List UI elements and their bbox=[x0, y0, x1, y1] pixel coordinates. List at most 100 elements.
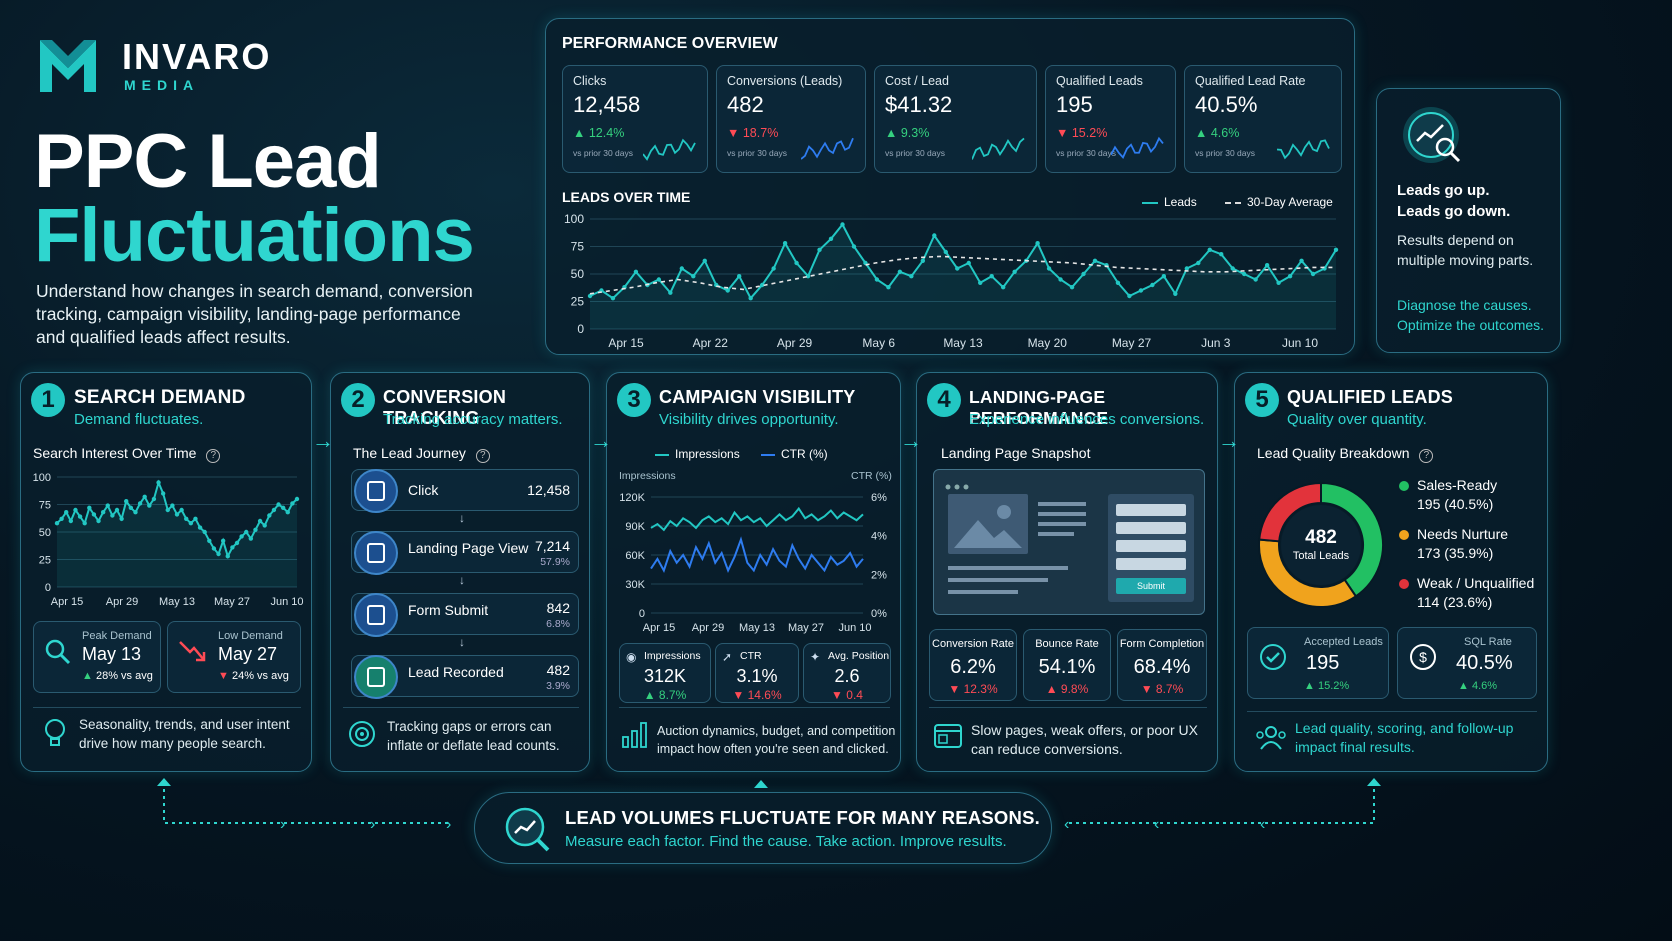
form-mockup: Submit bbox=[1108, 494, 1194, 602]
metric-card: Conversion Rate 6.2% ▼ 12.3% bbox=[929, 629, 1017, 701]
metric-card: ◉ Impressions 312K ▲ 8.7% bbox=[619, 643, 711, 703]
bar-chart-icon bbox=[621, 719, 651, 754]
kpi-label: Qualified Leads bbox=[1056, 74, 1143, 88]
data-point bbox=[156, 480, 161, 485]
help-icon[interactable]: ? bbox=[475, 449, 490, 463]
kpi-value: 195 bbox=[1056, 92, 1093, 117]
data-point bbox=[234, 540, 240, 546]
data-point bbox=[702, 258, 707, 263]
y-tick-label: 120K bbox=[619, 492, 645, 504]
data-point bbox=[691, 274, 696, 279]
metric-label: SQL Rate bbox=[1464, 636, 1512, 648]
section-number: 3 bbox=[617, 383, 651, 417]
metric-card: Bounce Rate 54.1% ▲ 9.8% bbox=[1023, 629, 1111, 701]
kpi-value: 482 bbox=[727, 92, 764, 117]
data-point bbox=[656, 277, 662, 282]
invaro-logo-icon bbox=[40, 40, 96, 92]
metric-label: Conversion Rate bbox=[932, 638, 1014, 650]
kpi-label: Cost / Lead bbox=[885, 74, 949, 88]
section-note: Slow pages, weak offers, or poor UX can … bbox=[971, 722, 1198, 757]
section-title: SEARCH DEMAND bbox=[74, 387, 246, 408]
section-note: Seasonality, trends, and user intent dri… bbox=[79, 717, 290, 751]
legend-dot bbox=[1399, 530, 1409, 540]
journey-step-value: 482 bbox=[546, 662, 570, 678]
leads-over-time-chart: 0 25 50 75 100 Apr 15 Apr 22 Apr 29 May 6 May 13 M… bbox=[564, 212, 1339, 350]
footer-connectors: › › › ‹ ‹ ‹ bbox=[157, 778, 1381, 833]
kpi-sparkline bbox=[1277, 139, 1330, 160]
donut-total-label: Total Leads bbox=[1292, 550, 1350, 562]
x-tick-label: Jun 3 bbox=[1201, 336, 1231, 350]
help-icon[interactable]: ? bbox=[206, 449, 221, 463]
data-point bbox=[230, 545, 235, 550]
data-point bbox=[207, 538, 212, 543]
data-point bbox=[87, 505, 92, 510]
data-point bbox=[220, 538, 226, 543]
accepted-leads-card: Accepted Leads 195 ▲ 15.2% bbox=[1247, 627, 1389, 699]
kpi-vs-label: vs prior 30 days bbox=[1056, 148, 1116, 158]
axis-left-label: Impressions bbox=[619, 470, 676, 482]
axis-right-label: CTR (%) bbox=[851, 470, 892, 482]
kpi-delta-value: 9.3% bbox=[900, 126, 930, 140]
metric-delta: ▼ 12.3% bbox=[948, 682, 998, 696]
arrow-up-icon: ▲ bbox=[885, 126, 901, 140]
kpi-delta: ▼ 18.7% bbox=[727, 126, 778, 140]
arrow-down-icon: ▼ bbox=[1056, 126, 1072, 140]
metric-delta-value: 14.6% bbox=[747, 688, 782, 702]
section-number: 2 bbox=[341, 383, 375, 417]
data-point bbox=[54, 521, 60, 526]
kpi-delta-value: 15.2% bbox=[1071, 126, 1108, 140]
metric-delta-value: 8.7% bbox=[658, 688, 687, 702]
legend-average: 30-Day Average bbox=[1225, 195, 1333, 209]
data-point bbox=[966, 260, 971, 266]
arrow-up-icon: ▲ bbox=[573, 126, 589, 140]
metric-value: 68.4% bbox=[1133, 656, 1191, 678]
data-point bbox=[188, 521, 194, 526]
kpi-value: 40.5% bbox=[1195, 92, 1258, 117]
y-tick-label: 50 bbox=[39, 527, 51, 539]
data-point bbox=[932, 233, 937, 238]
section-subtitle: Quality over quantity. bbox=[1287, 411, 1427, 428]
svg-text:$: $ bbox=[1419, 649, 1427, 665]
data-point bbox=[147, 503, 152, 508]
data-point bbox=[1207, 247, 1212, 252]
kpi-label: Qualified Lead Rate bbox=[1195, 74, 1306, 88]
side-line-6: Optimize the outcomes. bbox=[1397, 317, 1545, 333]
data-point bbox=[920, 258, 926, 263]
data-point bbox=[59, 516, 64, 521]
legend-name: Sales-Ready bbox=[1417, 477, 1498, 493]
submit-button[interactable]: Submit bbox=[1116, 578, 1186, 594]
data-point bbox=[840, 222, 845, 227]
svg-text:‹: ‹ bbox=[1260, 816, 1265, 833]
metric-delta-value: 8.7% bbox=[1155, 682, 1184, 696]
legend-leads: Leads bbox=[1142, 195, 1197, 209]
y-tick-label: 75 bbox=[571, 240, 585, 254]
metric-delta: ▲ 9.8% bbox=[1045, 682, 1089, 696]
kpi-delta-value: 12.4% bbox=[588, 126, 625, 140]
sql-rate-card: $ SQL Rate 40.5% ▲ 4.6% bbox=[1397, 627, 1537, 699]
help-icon[interactable]: ? bbox=[1419, 449, 1434, 463]
journey-step-value: 12,458 bbox=[527, 482, 570, 498]
data-point bbox=[119, 516, 124, 521]
section-subtitle: Visibility drives opportunity. bbox=[659, 411, 839, 428]
data-point bbox=[817, 247, 822, 252]
brand-logo bbox=[36, 34, 100, 96]
data-point bbox=[82, 521, 87, 526]
data-point bbox=[737, 274, 742, 279]
kpi-sparkline bbox=[972, 137, 1025, 160]
snapshot-title: Landing Page Snapshot bbox=[941, 445, 1091, 461]
kpi-sparkline bbox=[643, 138, 696, 161]
data-point bbox=[239, 534, 244, 539]
low-value: May 27 bbox=[218, 644, 278, 664]
check-circle-icon bbox=[1258, 642, 1288, 677]
x-tick-label: May 6 bbox=[862, 336, 895, 350]
data-point bbox=[1287, 274, 1293, 279]
data-point bbox=[1241, 271, 1247, 277]
data-point bbox=[633, 269, 639, 274]
side-line-2: Leads go down. bbox=[1397, 203, 1511, 220]
section-title: CAMPAIGN VISIBILITY bbox=[659, 387, 856, 407]
journey-step: Click 12,458 bbox=[351, 469, 579, 513]
x-tick-label: Apr 29 bbox=[692, 622, 724, 634]
side-line-3: Results depend on bbox=[1397, 232, 1514, 248]
journey-step-value: 842 bbox=[546, 600, 570, 616]
low-demand-card: Low Demand May 27 ▼ 24% vs avg bbox=[167, 621, 301, 693]
